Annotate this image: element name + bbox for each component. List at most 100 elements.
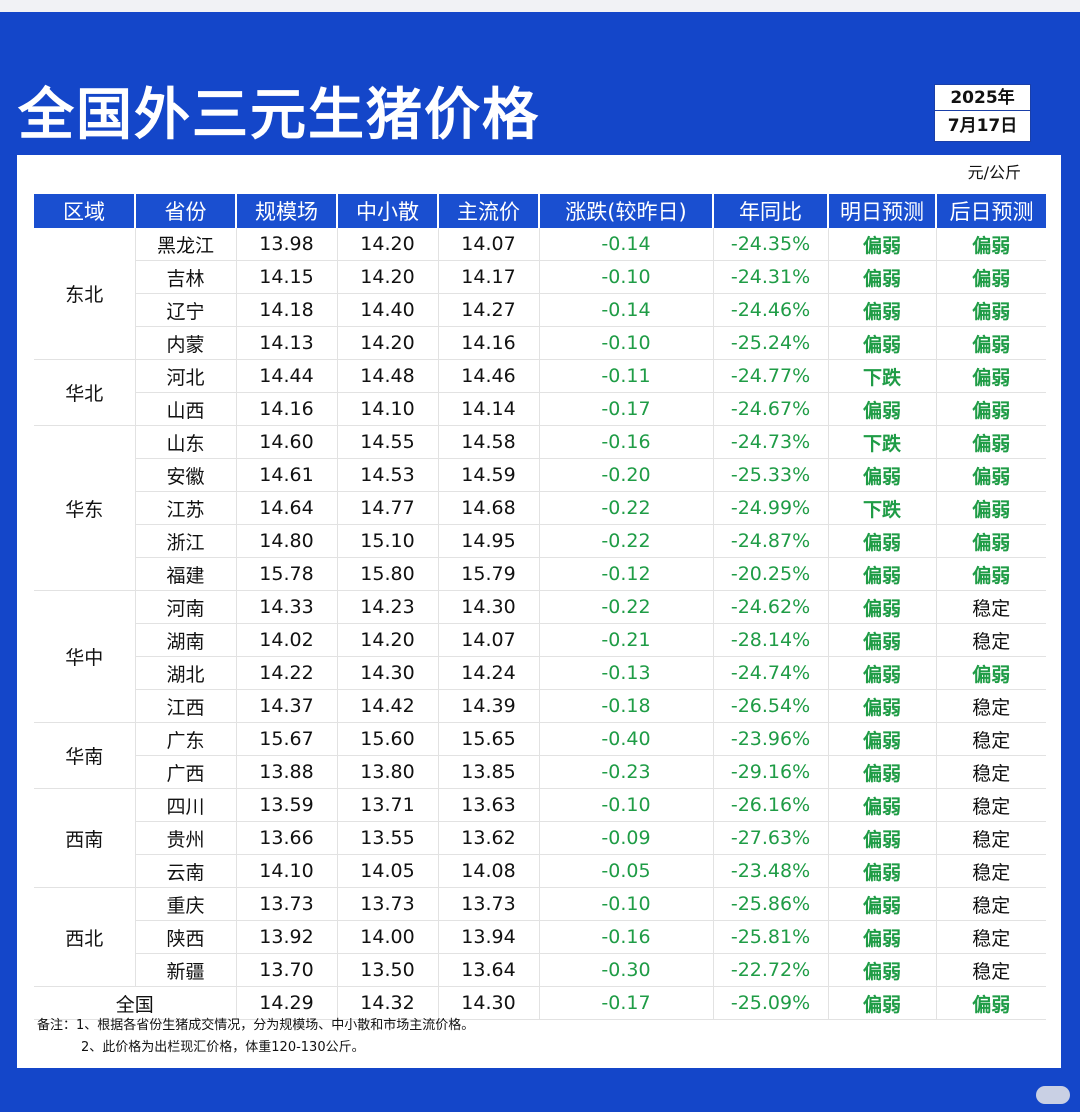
yoy-cell: -24.35% <box>712 228 828 261</box>
change-cell: -0.18 <box>538 689 713 723</box>
table-row: 云南 14.10 14.05 14.08 -0.05 -23.48% 偏弱 稳定 <box>34 854 1046 888</box>
header-region: 区域 <box>34 194 135 228</box>
forecast-day-after-cell: 稳定 <box>935 887 1046 921</box>
change-cell: -0.13 <box>538 656 713 690</box>
forecast-day-after-cell: 偏弱 <box>935 656 1046 690</box>
forecast-day-after-cell: 稳定 <box>935 953 1046 987</box>
forecast-tomorrow-cell: 偏弱 <box>827 326 936 360</box>
forecast-day-after-cell: 偏弱 <box>935 458 1046 492</box>
forecast-day-after-cell: 稳定 <box>935 788 1046 822</box>
province-cell: 云南 <box>134 854 236 888</box>
header-large-farm: 规模场 <box>235 194 337 228</box>
forecast-day-after-cell: 偏弱 <box>935 293 1046 327</box>
main-price-cell: 15.79 <box>437 557 539 591</box>
table-row: 江西 14.37 14.42 14.39 -0.18 -26.54% 偏弱 稳定 <box>34 689 1046 723</box>
yoy-cell: -25.09% <box>712 986 828 1020</box>
province-cell: 四川 <box>134 788 236 822</box>
large-farm-cell: 14.60 <box>235 425 337 459</box>
forecast-day-after-cell: 偏弱 <box>935 425 1046 459</box>
forecast-tomorrow-cell: 偏弱 <box>827 887 936 921</box>
note-1: 备注：1、根据各省份生猪成交情况，分为规模场、中小散和市场主流价格。 <box>37 1018 475 1033</box>
table-row: 安徽 14.61 14.53 14.59 -0.20 -25.33% 偏弱 偏弱 <box>34 458 1046 492</box>
yoy-cell: -24.74% <box>712 656 828 690</box>
header-yoy: 年同比 <box>712 194 828 228</box>
table-row: 西南 四川 13.59 13.71 13.63 -0.10 -26.16% 偏弱 稳定 <box>34 788 1046 888</box>
small-farm-cell: 14.77 <box>336 491 438 525</box>
forecast-day-after-cell: 稳定 <box>935 854 1046 888</box>
price-panel: 元/公斤 区域 省份 规模场 中小散 主流价 涨跌(较昨日) 年同比 明日预测 … <box>17 155 1061 1068</box>
main-price-cell: 14.46 <box>437 359 539 393</box>
large-farm-cell: 13.98 <box>235 228 337 261</box>
small-farm-cell: 14.23 <box>336 590 438 624</box>
footer-notes: 备注：1、根据各省份生猪成交情况，分为规模场、中小散和市场主流价格。 2、此价格… <box>37 1015 474 1059</box>
small-farm-cell: 15.60 <box>336 722 438 756</box>
large-farm-cell: 13.70 <box>235 953 337 987</box>
change-cell: -0.17 <box>538 986 713 1020</box>
table-row: 湖南 14.02 14.20 14.07 -0.21 -28.14% 偏弱 稳定 <box>34 623 1046 657</box>
main-price-cell: 13.64 <box>437 953 539 987</box>
yoy-cell: -23.48% <box>712 854 828 888</box>
forecast-tomorrow-cell: 偏弱 <box>827 788 936 822</box>
small-farm-cell: 13.80 <box>336 755 438 789</box>
small-farm-cell: 14.32 <box>336 986 438 1020</box>
small-farm-cell: 14.00 <box>336 920 438 954</box>
main-price-cell: 14.27 <box>437 293 539 327</box>
small-farm-cell: 15.80 <box>336 557 438 591</box>
table-row: 华北 河北 14.44 14.48 14.46 -0.11 -24.77% 下跌 偏弱 <box>34 359 1046 426</box>
province-cell: 河南 <box>134 590 236 624</box>
forecast-tomorrow-cell: 偏弱 <box>827 854 936 888</box>
forecast-tomorrow-cell: 偏弱 <box>827 293 936 327</box>
yoy-cell: -22.72% <box>712 953 828 987</box>
header-main-price: 主流价 <box>437 194 539 228</box>
forecast-day-after-cell: 稳定 <box>935 755 1046 789</box>
change-cell: -0.05 <box>538 854 713 888</box>
change-cell: -0.12 <box>538 557 713 591</box>
change-cell: -0.10 <box>538 887 713 921</box>
forecast-tomorrow-cell: 偏弱 <box>827 722 936 756</box>
small-farm-cell: 15.10 <box>336 524 438 558</box>
main-price-cell: 14.07 <box>437 623 539 657</box>
change-cell: -0.11 <box>538 359 713 393</box>
large-farm-cell: 14.10 <box>235 854 337 888</box>
small-farm-cell: 14.20 <box>336 326 438 360</box>
main-price-cell: 14.14 <box>437 392 539 426</box>
main-price-cell: 14.17 <box>437 260 539 294</box>
change-cell: -0.10 <box>538 788 713 822</box>
yoy-cell: -27.63% <box>712 821 828 855</box>
province-cell: 贵州 <box>134 821 236 855</box>
main-price-cell: 14.07 <box>437 228 539 261</box>
main-price-cell: 14.95 <box>437 524 539 558</box>
forecast-tomorrow-cell: 偏弱 <box>827 821 936 855</box>
large-farm-cell: 15.67 <box>235 722 337 756</box>
change-cell: -0.14 <box>538 293 713 327</box>
forecast-tomorrow-cell: 下跌 <box>827 359 936 393</box>
main-price-cell: 14.68 <box>437 491 539 525</box>
forecast-tomorrow-cell: 偏弱 <box>827 689 936 723</box>
province-cell: 重庆 <box>134 887 236 921</box>
table-body: 东北 黑龙江 13.98 14.20 14.07 -0.14 -24.35% 偏弱 偏弱 吉林 14… <box>34 228 1046 1020</box>
table-row: 浙江 14.80 15.10 14.95 -0.22 -24.87% 偏弱 偏弱 <box>34 524 1046 558</box>
forecast-day-after-cell: 稳定 <box>935 920 1046 954</box>
main-price-cell: 14.30 <box>437 986 539 1020</box>
yoy-cell: -24.31% <box>712 260 828 294</box>
date-year: 2025年 <box>934 84 1031 111</box>
forecast-tomorrow-cell: 偏弱 <box>827 458 936 492</box>
forecast-day-after-cell: 稳定 <box>935 590 1046 624</box>
province-cell: 内蒙 <box>134 326 236 360</box>
table-row: 新疆 13.70 13.50 13.64 -0.30 -22.72% 偏弱 稳定 <box>34 953 1046 987</box>
table-row: 贵州 13.66 13.55 13.62 -0.09 -27.63% 偏弱 稳定 <box>34 821 1046 855</box>
small-farm-cell: 14.30 <box>336 656 438 690</box>
yoy-cell: -24.67% <box>712 392 828 426</box>
main-price-cell: 13.73 <box>437 887 539 921</box>
large-farm-cell: 14.13 <box>235 326 337 360</box>
date-box: 2025年 7月17日 <box>934 84 1031 142</box>
main-price-cell: 14.30 <box>437 590 539 624</box>
forecast-tomorrow-cell: 偏弱 <box>827 590 936 624</box>
change-cell: -0.10 <box>538 326 713 360</box>
main-price-cell: 14.16 <box>437 326 539 360</box>
header-forecast-tomorrow: 明日预测 <box>827 194 936 228</box>
large-farm-cell: 14.61 <box>235 458 337 492</box>
province-cell: 安徽 <box>134 458 236 492</box>
main-price-cell: 13.62 <box>437 821 539 855</box>
change-cell: -0.22 <box>538 524 713 558</box>
